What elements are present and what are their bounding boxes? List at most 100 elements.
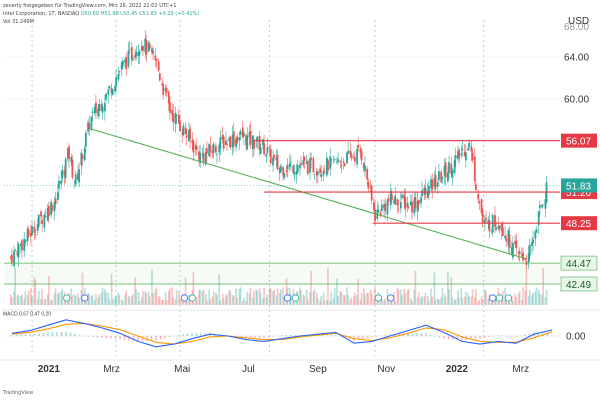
volume-bar (494, 300, 496, 305)
macd-histogram-bar (420, 333, 423, 336)
candle-body (295, 171, 298, 175)
candle-body (473, 156, 476, 181)
candle-body (127, 50, 130, 67)
candle-body (336, 161, 338, 163)
candle-body (81, 155, 84, 159)
volume-bar (430, 288, 432, 305)
event-marker (188, 294, 196, 302)
volume-bar (30, 288, 32, 305)
volume-bar (438, 299, 440, 305)
candle-body (194, 145, 197, 149)
volume-bar (222, 298, 225, 305)
candle-body (512, 243, 514, 258)
candle-body (401, 194, 403, 198)
candle-body (431, 179, 434, 190)
candle-body (367, 181, 370, 189)
macd-histogram-bar (195, 333, 198, 336)
candle-body (108, 85, 111, 88)
x-tick-label: Mrz (512, 364, 529, 375)
volume-bar (221, 293, 224, 305)
level-label-box (560, 255, 598, 271)
macd-histogram-bar (501, 335, 504, 337)
candle-body (232, 131, 235, 146)
volume-bar (78, 297, 80, 305)
macd-histogram-bar (42, 332, 45, 336)
volume-bar (194, 300, 197, 305)
volume-bar (37, 291, 40, 305)
volume-bar (441, 287, 444, 305)
volume-bar (481, 299, 484, 305)
volume-bar (333, 288, 336, 305)
x-tick-label: Mai (174, 364, 190, 375)
volume-bar (209, 299, 212, 305)
candle-body (514, 241, 517, 244)
volume-bar (208, 289, 210, 305)
volume-bar (346, 287, 348, 305)
candle-body (383, 204, 385, 209)
volume-bar (90, 295, 93, 305)
candle-body (379, 212, 382, 216)
candle-body (56, 192, 59, 200)
macd-histogram-bar (375, 336, 378, 337)
macd-histogram-bar (452, 336, 454, 340)
volume-bar (33, 277, 36, 305)
macd-histogram-bar (470, 336, 472, 340)
volume-bar (211, 297, 214, 305)
volume-bar (137, 291, 140, 305)
volume-bar (243, 297, 245, 305)
candle-body (352, 156, 355, 158)
volume-bar (226, 293, 228, 305)
candle-body (360, 151, 363, 161)
macd-histogram-bar (182, 334, 184, 336)
macd-histogram-bar (339, 336, 342, 337)
volume-bar (495, 297, 497, 305)
macd-histogram-bar (141, 336, 144, 342)
candle-body (43, 214, 46, 228)
candle-body (58, 180, 60, 189)
macd-histogram-bar (155, 336, 157, 341)
candle-body (66, 148, 69, 159)
volume-bar (299, 287, 301, 305)
macd-histogram-bar (263, 336, 265, 338)
candle-body (394, 195, 397, 205)
candle-body (362, 163, 365, 169)
candle-body (171, 109, 174, 115)
macd-histogram-bar (285, 335, 288, 336)
volume-bar (401, 295, 403, 305)
volume-bar (457, 290, 459, 305)
candle-body (110, 87, 113, 94)
macd-histogram-bar (128, 336, 130, 341)
macd-zero-label: 0.00 (566, 332, 586, 343)
candle-body (302, 160, 305, 166)
candle-body (490, 231, 493, 232)
candle-body (107, 89, 110, 95)
candle-body (296, 165, 299, 173)
macd-histogram-bar (87, 336, 90, 337)
macd-histogram-bar (56, 331, 58, 336)
volume-bar (228, 289, 231, 305)
volume-bar (161, 300, 163, 305)
volume-bar (154, 289, 157, 305)
volume-bar (61, 288, 64, 305)
candle-body (350, 154, 353, 159)
volume-bar (155, 287, 158, 305)
macd-histogram-bar (173, 336, 175, 337)
candle-body (386, 200, 389, 215)
candle-body (498, 225, 501, 230)
macd-histogram-bar (371, 336, 373, 337)
volume-bar (23, 299, 25, 305)
volume-bar (43, 300, 46, 305)
macd-histogram-bar (200, 333, 202, 336)
candle-body (172, 113, 175, 123)
volume-bar (115, 295, 117, 305)
x-tick-label: 2022 (446, 364, 469, 375)
volume-bar (356, 294, 358, 305)
candle-body (416, 200, 419, 212)
volume-bar (478, 300, 481, 305)
candle-body (238, 137, 241, 141)
candle-body (510, 246, 513, 254)
volume-bar (34, 279, 37, 305)
candle-body (218, 145, 221, 153)
